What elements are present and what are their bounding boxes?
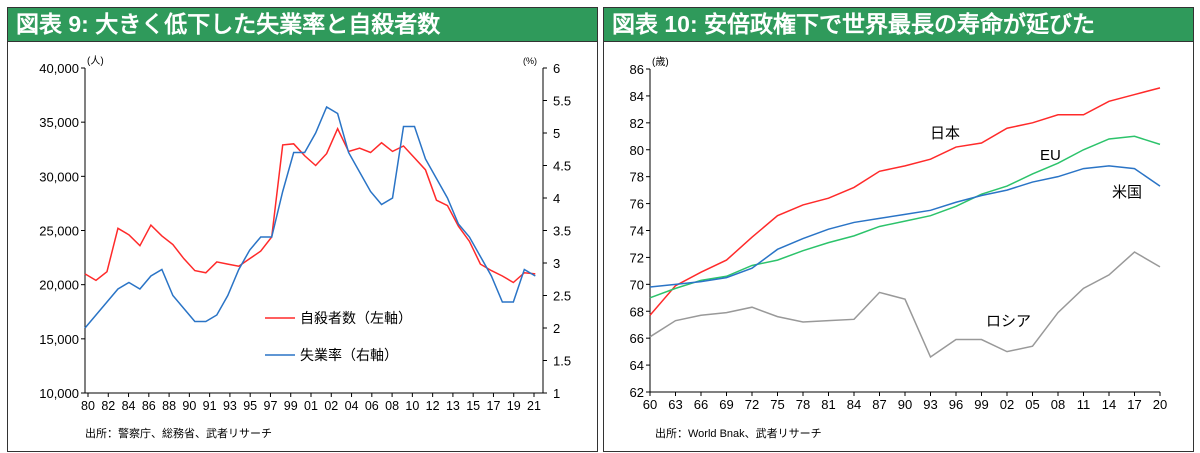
- x-tick-label: 97: [264, 399, 278, 413]
- x-tick-label: 87: [872, 397, 886, 412]
- x-tick-label: 02: [1000, 397, 1014, 412]
- y-unit-left: (人): [87, 55, 104, 67]
- x-tick-label: 60: [643, 397, 657, 412]
- y-tick-label-right: 4: [553, 191, 560, 206]
- x-tick-label: 14: [1102, 397, 1116, 412]
- y-tick-label: 15,000: [39, 332, 79, 347]
- y-tick-label: 82: [630, 116, 644, 131]
- x-tick-label: 04: [345, 399, 359, 413]
- x-tick-label: 21: [527, 399, 541, 413]
- series-line: [649, 251, 1161, 359]
- x-tick-label: 12: [426, 399, 440, 413]
- y-tick-label-right: 1.5: [553, 354, 571, 369]
- y-tick-label-right: 5.5: [553, 94, 571, 109]
- y-tick-label: 80: [630, 143, 644, 158]
- x-tick-label: 93: [223, 399, 237, 413]
- x-tick-label: 20: [1153, 397, 1167, 412]
- y-tick-label: 40,000: [39, 61, 79, 76]
- x-tick-label: 05: [1025, 397, 1039, 412]
- y-tick-label: 74: [630, 224, 644, 239]
- x-tick-label: 02: [324, 399, 338, 413]
- source-note: 出所：警察庁、総務省、武者リサーチ: [85, 426, 272, 440]
- y-tick-label: 10,000: [39, 386, 79, 401]
- x-tick-label: 01: [304, 399, 318, 413]
- y-tick-label: 76: [630, 197, 644, 212]
- chart-title: 図表 10: 安倍政権下で世界最長の寿命が延びた: [604, 8, 1193, 42]
- x-tick-label: 72: [745, 397, 759, 412]
- y-tick-label: 78: [630, 170, 644, 185]
- legend-label: 自殺者数（左軸）: [300, 310, 412, 326]
- x-tick-label: 08: [385, 399, 399, 413]
- x-tick-label: 13: [446, 399, 460, 413]
- y-tick-label-right: 6: [553, 61, 560, 76]
- x-tick-label: 93: [923, 397, 937, 412]
- chart-panel-10: 図表 10: 安倍政権下で世界最長の寿命が延びた: [603, 7, 1194, 452]
- series-line: [649, 87, 1161, 316]
- y-tick-label-right: 3: [553, 256, 560, 271]
- y-tick-label: 64: [630, 358, 644, 373]
- x-tick-label: 69: [719, 397, 733, 412]
- x-tick-label: 75: [770, 397, 784, 412]
- x-tick-label: 84: [847, 397, 861, 412]
- y-tick-label: 70: [630, 277, 644, 292]
- y-tick-label: 30,000: [39, 169, 79, 184]
- series-line-left: [84, 126, 536, 284]
- series-line: [649, 165, 1161, 288]
- x-tick-label: 80: [81, 399, 95, 413]
- x-tick-label: 08: [1051, 397, 1065, 412]
- y-tick-label: 68: [630, 304, 644, 319]
- series-label: EU: [1040, 147, 1061, 164]
- y-tick-label: 20,000: [39, 278, 79, 293]
- series-label: ロシア: [986, 313, 1031, 330]
- series-label: 日本: [930, 125, 960, 142]
- x-tick-label: 17: [487, 399, 501, 413]
- x-tick-label: 99: [284, 399, 298, 413]
- x-tick-label: 10: [405, 399, 419, 413]
- y-tick-label: 86: [630, 62, 644, 77]
- x-tick-label: 96: [949, 397, 963, 412]
- x-tick-label: 82: [101, 399, 115, 413]
- series-line-right: [84, 105, 536, 329]
- y-tick-label-right: 5: [553, 126, 560, 141]
- y-unit-right: (%): [523, 56, 537, 66]
- x-tick-label: 95: [243, 399, 257, 413]
- x-tick-label: 11: [1077, 397, 1091, 412]
- series-label: 米国: [1112, 184, 1142, 201]
- x-tick-label: 19: [507, 399, 521, 413]
- legend-label: 失業率（右軸）: [300, 347, 398, 363]
- y-tick-label: 66: [630, 331, 644, 346]
- y-tick-label-right: 2.5: [553, 289, 571, 304]
- x-tick-label: 15: [466, 399, 480, 413]
- source-note: 出所：World Bnak、武者リサーチ: [655, 426, 822, 440]
- x-tick-label: 86: [142, 399, 156, 413]
- x-tick-label: 84: [122, 399, 136, 413]
- x-tick-label: 91: [203, 399, 217, 413]
- y-tick-label-right: 3.5: [553, 224, 571, 239]
- x-tick-label: 90: [182, 399, 196, 413]
- y-tick-label: 72: [630, 250, 644, 265]
- y-unit: (歳): [652, 56, 669, 68]
- x-tick-label: 90: [898, 397, 912, 412]
- x-tick-label: 99: [974, 397, 988, 412]
- y-tick-label: 25,000: [39, 224, 79, 239]
- series-line: [649, 135, 1161, 299]
- x-tick-label: 88: [162, 399, 176, 413]
- chart-title: 図表 9: 大きく低下した失業率と自殺者数: [8, 8, 597, 42]
- x-tick-label: 78: [796, 397, 810, 412]
- x-tick-label: 63: [668, 397, 682, 412]
- x-tick-label: 17: [1127, 397, 1141, 412]
- y-tick-label: 84: [630, 89, 644, 104]
- y-tick-label: 62: [630, 385, 644, 400]
- x-tick-label: 06: [365, 399, 379, 413]
- y-tick-label-right: 2: [553, 321, 560, 336]
- x-tick-label: 81: [821, 397, 835, 412]
- x-tick-label: 66: [694, 397, 708, 412]
- chart-panel-9: 図表 9: 大きく低下した失業率と自殺者数: [7, 7, 598, 452]
- y-tick-label-right: 4.5: [553, 159, 571, 174]
- y-tick-label: 35,000: [39, 115, 79, 130]
- y-tick-label-right: 1: [553, 386, 560, 401]
